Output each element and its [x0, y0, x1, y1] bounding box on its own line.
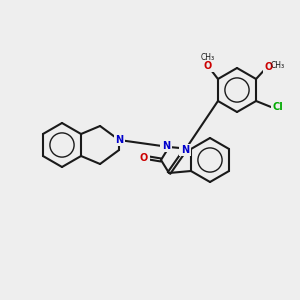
Text: N: N — [181, 145, 189, 155]
Text: CH₃: CH₃ — [201, 52, 215, 62]
Text: CH₃: CH₃ — [271, 61, 285, 70]
Text: O: O — [265, 62, 273, 72]
Text: O: O — [204, 61, 212, 71]
Text: O: O — [140, 153, 148, 163]
Text: N: N — [115, 135, 123, 145]
Text: Cl: Cl — [273, 102, 283, 112]
Text: N: N — [162, 141, 170, 151]
